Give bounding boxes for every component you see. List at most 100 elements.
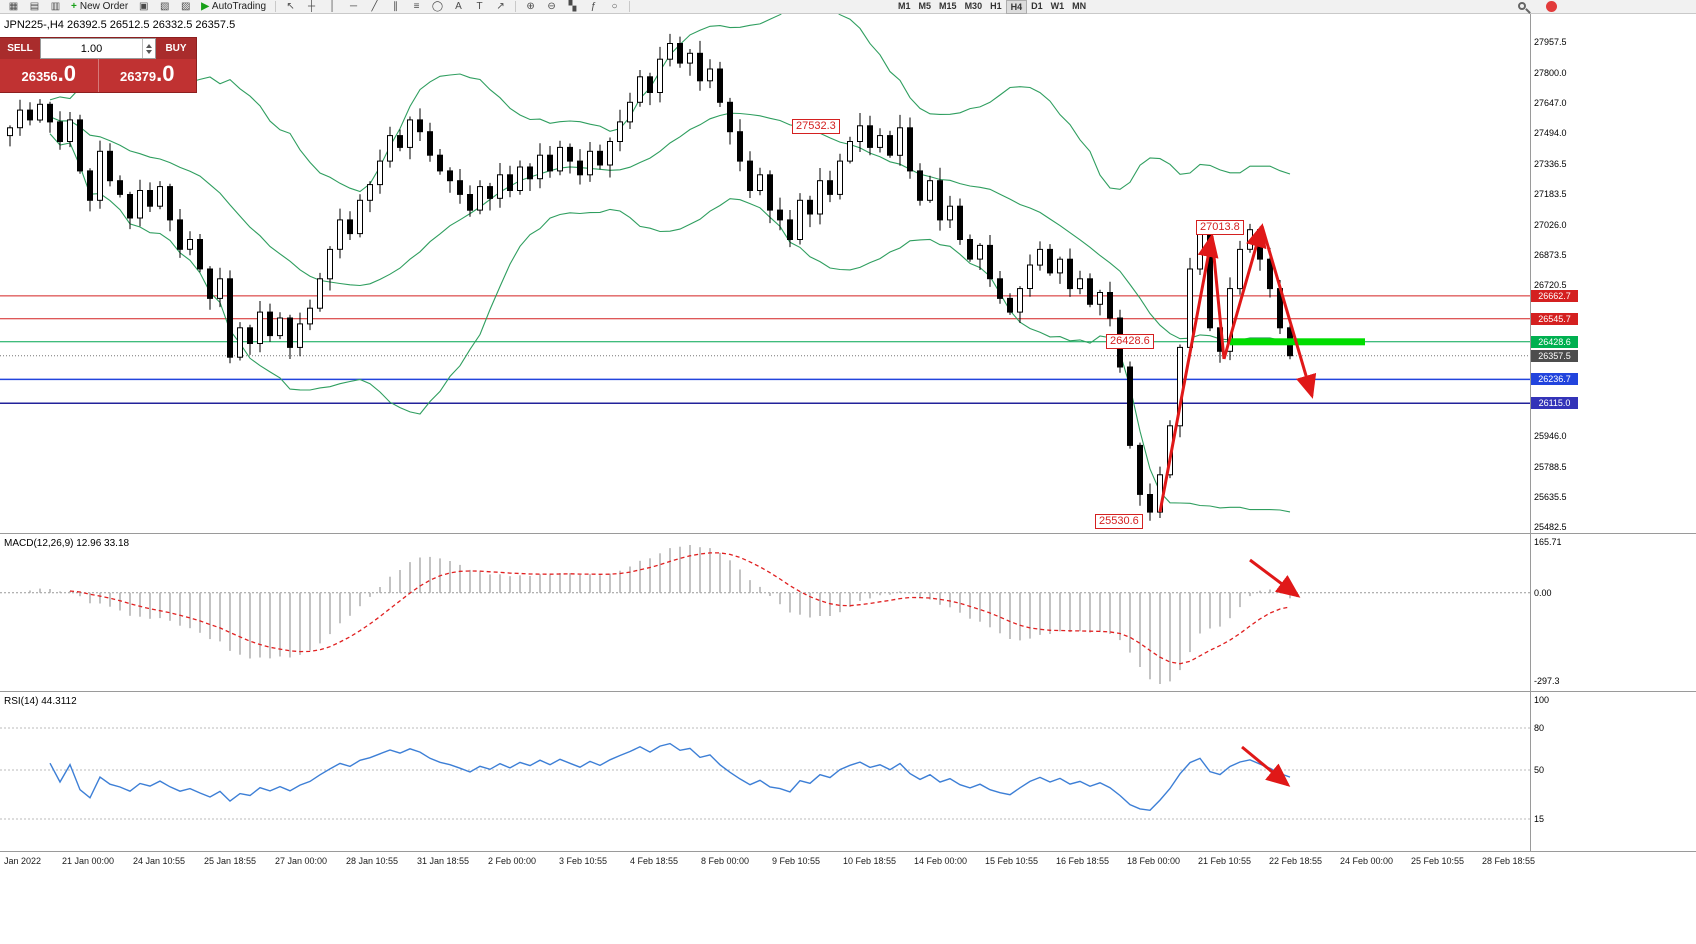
macd-arrow[interactable] xyxy=(1249,558,1301,598)
timeframe-m15[interactable]: M15 xyxy=(939,0,957,11)
vertical-line-icon[interactable]: │ xyxy=(329,1,336,12)
shapes-icon[interactable]: ◯ xyxy=(431,1,444,12)
time-axis-label[interactable]: 14 Feb 00:00 xyxy=(914,856,968,866)
rsi-plot[interactable] xyxy=(0,692,1530,852)
price-annotation[interactable]: 27013.8 xyxy=(1196,220,1244,235)
price-level-badge[interactable]: 26545.7 xyxy=(1531,312,1578,325)
time-axis-label[interactable]: 8 Feb 00:00 xyxy=(701,856,750,866)
horizontal-line-icon[interactable]: ─ xyxy=(349,1,358,12)
arrows-icon[interactable]: ↗ xyxy=(496,1,505,12)
indicators-icon[interactable]: ƒ xyxy=(590,1,597,12)
sell-button[interactable]: SELL xyxy=(0,38,40,59)
new-order-button[interactable]: + New Order xyxy=(66,0,133,13)
buy-price-button[interactable]: 26379.0 xyxy=(97,59,197,92)
price-axis-label[interactable]: 27647.0 xyxy=(1534,97,1567,108)
rsi-scale-label[interactable]: 100 xyxy=(1534,695,1550,705)
time-axis-label[interactable]: 24 Jan 10:55 xyxy=(133,856,186,866)
periodicity-icon[interactable]: ○ xyxy=(611,1,618,12)
price-axis-label[interactable]: 27336.5 xyxy=(1534,158,1567,169)
price-level-badge[interactable]: 26662.7 xyxy=(1531,289,1578,302)
price-level-badge[interactable]: 26115.0 xyxy=(1531,397,1578,410)
macd-scale-min[interactable]: -297.3 xyxy=(1534,676,1560,686)
macd-plot[interactable] xyxy=(0,534,1530,692)
channel-icon[interactable]: ∥ xyxy=(393,1,399,12)
time-axis-label[interactable]: 28 Jan 10:55 xyxy=(346,856,399,866)
timeframe-h4[interactable]: H4 xyxy=(1005,0,1028,14)
rsi-arrow[interactable] xyxy=(1241,745,1291,787)
time-axis-label[interactable]: 22 Feb 18:55 xyxy=(1269,856,1323,866)
rsi-scale-label[interactable]: 80 xyxy=(1534,723,1545,733)
time-axis-label[interactable]: 21 Jan 00:00 xyxy=(62,856,115,866)
time-axis-label[interactable]: 24 Feb 00:00 xyxy=(1340,856,1394,866)
price-annotation[interactable]: 25530.6 xyxy=(1095,514,1143,529)
cursor-icon[interactable]: ↖ xyxy=(286,1,295,12)
search-icon[interactable] xyxy=(1518,2,1526,10)
metaeditor-icon[interactable]: ▣ xyxy=(138,1,149,12)
time-axis-label[interactable]: 25 Feb 10:55 xyxy=(1411,856,1465,866)
volume-up-arrow-icon[interactable] xyxy=(146,43,152,48)
tile-windows-icon[interactable]: ▚ xyxy=(568,1,577,12)
price-level-badge[interactable]: 26236.7 xyxy=(1531,373,1578,386)
time-axis-label[interactable]: 27 Jan 00:00 xyxy=(275,856,328,866)
horizontal-level-lines[interactable] xyxy=(0,295,1530,405)
time-axis-label[interactable]: 28 Feb 18:55 xyxy=(1482,856,1536,866)
new-chart-icon[interactable]: ▦ xyxy=(8,1,19,12)
macd-pane[interactable]: MACD(12,26,9) 12.96 33.18 165.71 0.00 -297… xyxy=(0,534,1696,692)
zoom-in-icon[interactable]: ⊕ xyxy=(526,1,535,12)
market-watch-icon[interactable]: ▥ xyxy=(50,1,61,12)
timeframe-h1[interactable]: H1 xyxy=(990,0,1002,11)
trendline-icon[interactable]: ╱ xyxy=(371,1,378,12)
time-axis-label[interactable]: 15 Feb 10:55 xyxy=(985,856,1039,866)
price-axis-label[interactable]: 25946.0 xyxy=(1534,431,1567,442)
time-axis[interactable]: Jan 2022 21 Jan 00:00 24 Jan 10:55 25 Jan 1… xyxy=(0,852,1696,872)
crosshair-icon[interactable]: ┼ xyxy=(307,1,316,12)
price-axis-label[interactable]: 27183.5 xyxy=(1534,188,1567,199)
price-axis-label[interactable]: 27494.0 xyxy=(1534,127,1567,138)
time-axis-label[interactable]: 9 Feb 10:55 xyxy=(772,856,821,866)
rsi-scale-label[interactable]: 50 xyxy=(1534,765,1545,775)
sell-price-button[interactable]: 26356.0 xyxy=(0,59,98,92)
volume-down-arrow-icon[interactable] xyxy=(146,49,152,54)
price-axis-label[interactable]: 25635.5 xyxy=(1534,492,1567,503)
macd-scale-max[interactable]: 165.71 xyxy=(1534,537,1562,547)
fibonacci-icon[interactable]: ≡ xyxy=(413,1,420,12)
pane-separator[interactable] xyxy=(0,691,1696,692)
time-axis-label[interactable]: 21 Feb 10:55 xyxy=(1198,856,1252,866)
pane-separator[interactable] xyxy=(0,851,1696,852)
time-axis-label[interactable]: 4 Feb 18:55 xyxy=(630,856,679,866)
price-axis-label[interactable]: 25788.5 xyxy=(1534,462,1567,473)
rsi-scale-label[interactable]: 15 xyxy=(1534,814,1545,824)
notification-badge-icon[interactable] xyxy=(1546,1,1557,12)
pane-separator[interactable] xyxy=(0,533,1696,534)
price-chart-pane[interactable]: JPN225-,H4 26392.5 26512.5 26332.5 26357… xyxy=(0,14,1696,534)
timeframe-m5[interactable]: M5 xyxy=(918,0,932,11)
options-icon[interactable]: ▧ xyxy=(159,1,170,12)
fullscreen-icon[interactable]: ▨ xyxy=(180,1,191,12)
timeframe-m1[interactable]: M1 xyxy=(898,0,911,11)
rsi-pane[interactable]: RSI(14) 44.3112 100 80 50 15 xyxy=(0,692,1696,852)
timeframe-w1[interactable]: W1 xyxy=(1050,0,1065,11)
time-axis-label[interactable]: 3 Feb 10:55 xyxy=(559,856,608,866)
volume-spinner[interactable] xyxy=(142,39,155,58)
time-axis-label[interactable]: 31 Jan 18:55 xyxy=(417,856,470,866)
label-icon[interactable]: T xyxy=(476,1,483,12)
zoom-out-icon[interactable]: ⊖ xyxy=(547,1,556,12)
price-axis-label[interactable]: 27026.0 xyxy=(1534,219,1567,230)
time-axis-label[interactable]: 16 Feb 18:55 xyxy=(1056,856,1110,866)
autotrading-button[interactable]: ▶ AutoTrading xyxy=(196,0,271,13)
trend-arrows[interactable] xyxy=(1158,223,1317,513)
text-icon[interactable]: A xyxy=(455,1,462,12)
volume-input[interactable]: 1.00 xyxy=(40,38,156,59)
time-axis-label[interactable]: 2 Feb 00:00 xyxy=(488,856,537,866)
buy-button[interactable]: BUY xyxy=(156,38,196,59)
time-axis-label[interactable]: 18 Feb 00:00 xyxy=(1127,856,1181,866)
price-axis-label[interactable]: 26873.5 xyxy=(1534,249,1567,260)
price-axis-label[interactable]: 26720.5 xyxy=(1534,279,1567,290)
timeframe-m30[interactable]: M30 xyxy=(964,0,983,11)
time-axis-label[interactable]: Jan 2022 xyxy=(4,856,42,866)
time-axis-label[interactable]: 25 Jan 18:55 xyxy=(204,856,257,866)
price-axis-label[interactable]: 27957.5 xyxy=(1534,37,1567,47)
price-axis-label[interactable]: 25482.5 xyxy=(1534,522,1567,533)
macd-scale-zero[interactable]: 0.00 xyxy=(1534,587,1552,598)
price-level-badge[interactable]: 26428.6 xyxy=(1531,335,1578,348)
